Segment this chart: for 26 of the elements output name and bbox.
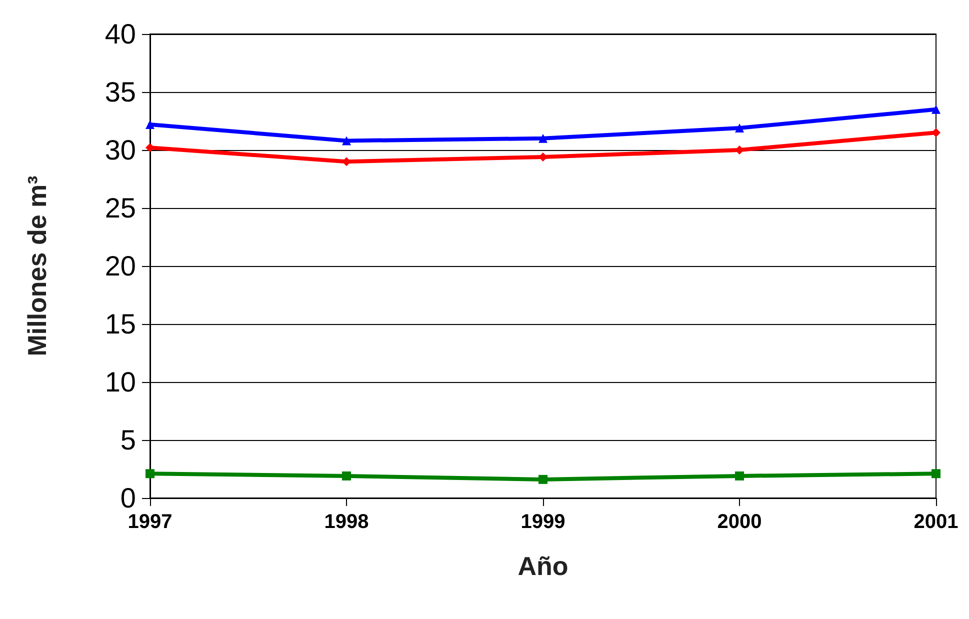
y-tick-label: 30 (104, 134, 136, 166)
x-tick-label: 1999 (520, 511, 566, 533)
y-tick-label: 20 (104, 250, 136, 282)
point (342, 136, 351, 146)
x-tick-label: 1997 (128, 511, 172, 533)
x-axis-title: Año (518, 551, 568, 581)
y-tick-label: 5 (120, 424, 136, 456)
y-tick-label: 35 (104, 76, 136, 108)
point (538, 474, 548, 484)
point (735, 123, 744, 132)
y-tick-label: 25 (104, 192, 136, 224)
x-tick-label: 2001 (914, 511, 958, 533)
y-axis-title: Millones de m³ (22, 175, 52, 356)
y-tick-label: 10 (104, 366, 136, 398)
point (146, 120, 154, 129)
point (342, 471, 351, 480)
y-tick-label: 40 (104, 18, 136, 50)
x-tick-label: 2000 (717, 511, 762, 533)
point (735, 471, 744, 480)
point (932, 469, 940, 478)
point (146, 469, 154, 478)
y-tick-label: 0 (120, 482, 136, 514)
x-tick-label: 1998 (324, 511, 369, 533)
point (538, 134, 548, 143)
point (932, 104, 940, 114)
y-tick-label: 15 (104, 308, 136, 340)
